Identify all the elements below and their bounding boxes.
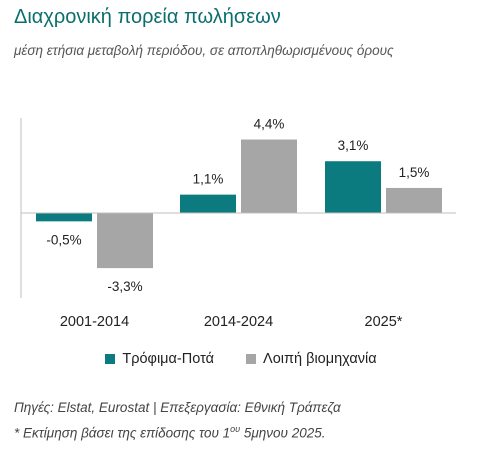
estimate-note-superscript: ου (230, 424, 241, 434)
legend-item-food-drinks: Τρόφιμα-Ποτά (105, 351, 214, 367)
bar-other-industry-2 (386, 187, 442, 213)
bars-group (36, 139, 442, 269)
value-label-food-drinks-2: 3,1% (338, 138, 369, 153)
legend-label-food-drinks: Τρόφιμα-Ποτά (122, 351, 214, 367)
value-label-other-industry-0: -3,3% (107, 279, 142, 294)
legend-label-other-industry: Λοιπή βιομηχανία (263, 351, 377, 367)
bar-food-drinks-2 (325, 161, 381, 213)
estimate-note-prefix: * Εκτίμηση βάσει της επίδοσης του 1 (14, 425, 231, 441)
category-label-1: 2014-2024 (204, 314, 273, 330)
legend-swatch-teal (105, 354, 116, 364)
value-label-other-industry-2: 1,5% (399, 165, 430, 180)
value-label-food-drinks-1: 1,1% (193, 172, 224, 187)
bar-food-drinks-0 (36, 213, 92, 222)
bar-other-industry-1 (241, 139, 297, 213)
chart-title: Διαχρονική πορεία πωλήσεων (14, 6, 281, 28)
category-labels-group: 2001-2014 2014-2024 2025* (60, 314, 403, 330)
category-label-2: 2025* (365, 314, 403, 330)
category-label-0: 2001-2014 (60, 314, 129, 330)
bar-chart: -0,5% -3,3% 1,1% 4,4% 3,1% 1,5% 2001-2014 2014… (20, 117, 456, 330)
estimate-note: * Εκτίμηση βάσει της επίδοσης του 1ου 5μ… (14, 424, 326, 441)
source-note: Πηγές: Elstat, Eurostat | Επεξεργασία: Ε… (14, 400, 341, 415)
legend-item-other-industry: Λοιπή βιομηχανία (246, 351, 377, 367)
value-label-other-industry-1: 4,4% (254, 117, 285, 132)
bar-other-industry-0 (97, 213, 153, 269)
estimate-note-suffix: 5μηνου 2025. (240, 425, 326, 441)
legend-swatch-gray (246, 354, 257, 364)
bar-food-drinks-1 (180, 194, 236, 213)
value-label-food-drinks-0: -0,5% (46, 232, 81, 247)
value-labels-group: -0,5% -3,3% 1,1% 4,4% 3,1% 1,5% (46, 117, 429, 295)
chart-subtitle: μέση ετήσια μεταβολή περιόδου, σε αποπλη… (14, 43, 394, 58)
legend: Τρόφιμα-Ποτά Λοιπή βιομηχανία (0, 351, 482, 368)
